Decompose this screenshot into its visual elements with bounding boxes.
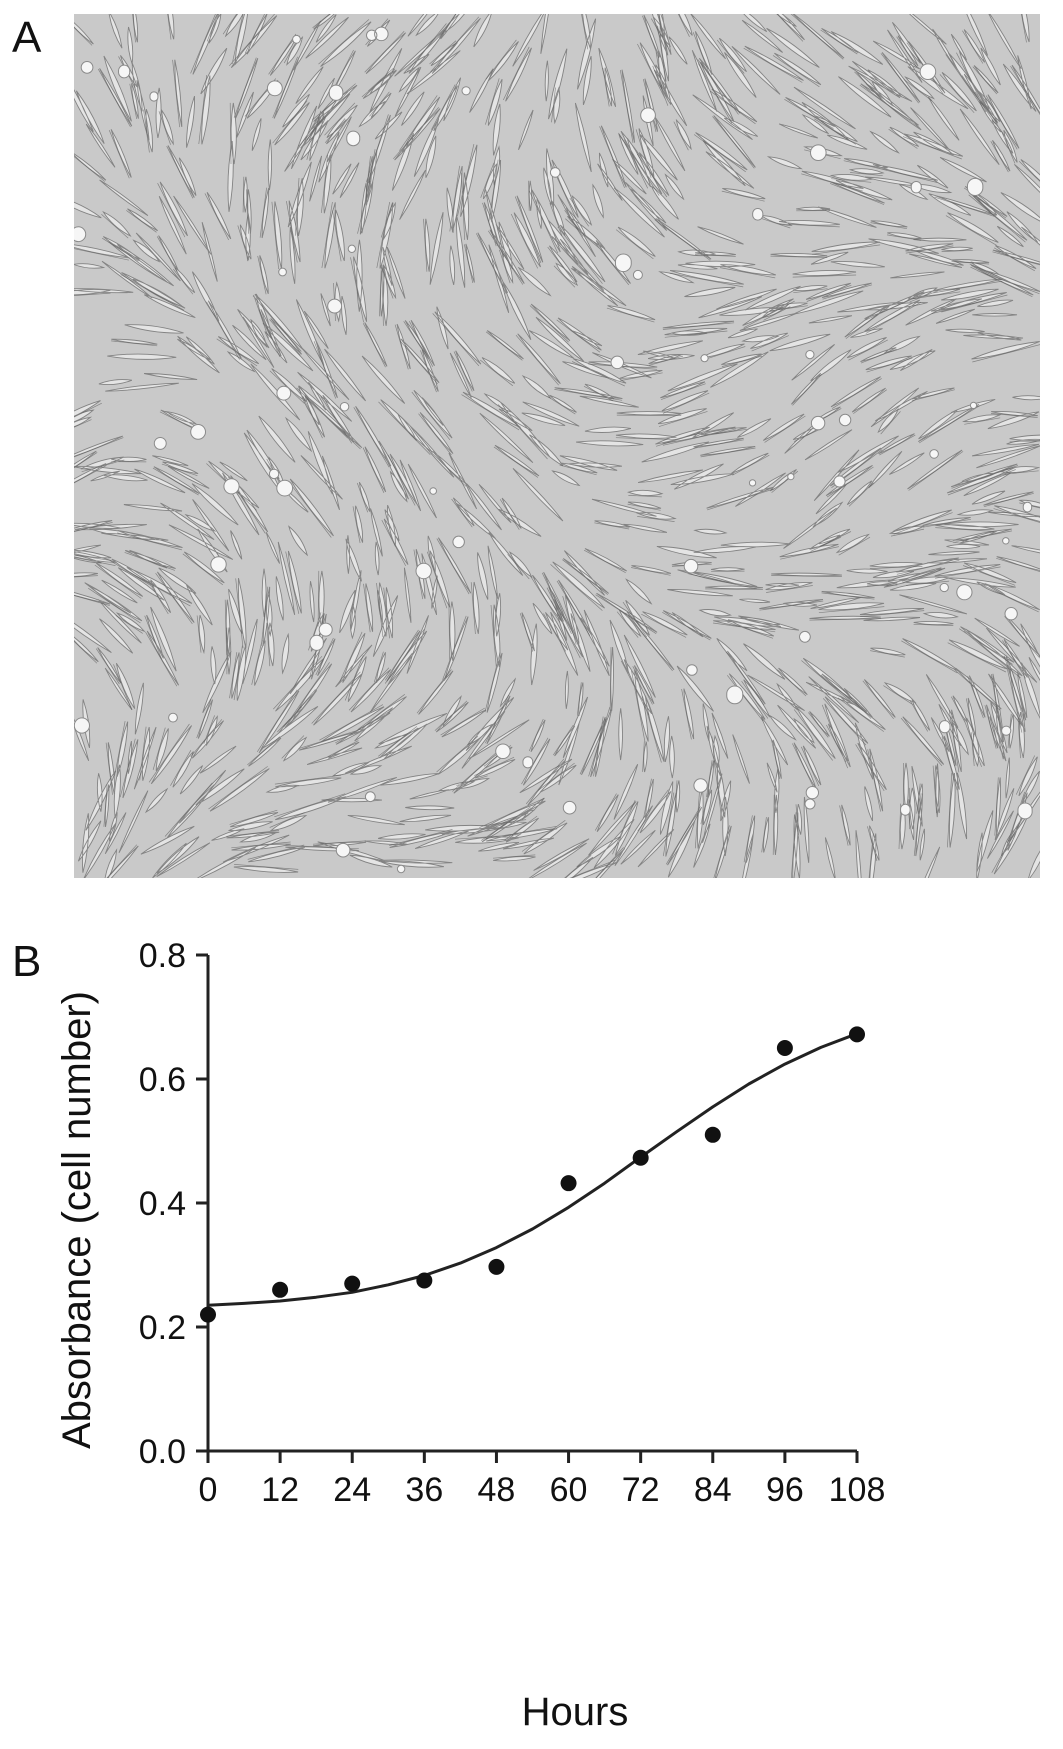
x-tick-label: 36 xyxy=(405,1471,443,1509)
x-tick-label: 48 xyxy=(478,1471,516,1509)
y-tick-label: 0.2 xyxy=(139,1309,186,1347)
data-point xyxy=(849,1026,865,1043)
growth-chart-svg: 0 12 24 36 48 60 72 84 96 108 0.0 0.2 0.4 0.6 0.8 Hour… xyxy=(55,937,886,1734)
chart-ticks: 0 12 24 36 48 60 72 84 96 108 0.0 0.2 0.4 0.6 0.8 xyxy=(139,937,886,1509)
chart-axes xyxy=(206,955,857,1453)
data-point xyxy=(704,1126,721,1143)
data-point xyxy=(416,1272,433,1289)
micrograph-cells xyxy=(74,14,1040,878)
data-point xyxy=(632,1149,649,1166)
y-tick-label: 0.0 xyxy=(139,1433,186,1471)
micrograph-svg xyxy=(74,14,1040,878)
cell-bodies xyxy=(74,14,1040,878)
y-tick-label: 0.8 xyxy=(139,937,186,975)
y-tick-label: 0.4 xyxy=(139,1185,186,1223)
data-point xyxy=(272,1281,289,1298)
panel-b-label: B xyxy=(12,937,42,986)
cell-edges xyxy=(74,14,1040,878)
data-point xyxy=(200,1306,216,1323)
chart-points xyxy=(200,1026,865,1323)
x-tick-label: 60 xyxy=(550,1471,588,1509)
growth-chart: 0 12 24 36 48 60 72 84 96 108 0.0 0.2 0.4 0.6 0.8 Hour… xyxy=(0,920,1063,1749)
x-tick-label: 0 xyxy=(199,1471,218,1509)
x-tick-label: 24 xyxy=(333,1471,371,1509)
data-point xyxy=(560,1175,577,1192)
data-point xyxy=(776,1040,793,1056)
x-tick-label: 108 xyxy=(829,1471,886,1509)
cell-micrograph-image xyxy=(74,14,1040,878)
y-axis-label: Absorbance (cell number) xyxy=(55,991,99,1449)
y-tick-label: 0.6 xyxy=(139,1061,186,1099)
x-tick-label: 96 xyxy=(766,1471,804,1509)
x-tick-label: 12 xyxy=(261,1471,299,1509)
chart-fit xyxy=(207,1032,858,1307)
fit-curve xyxy=(207,1032,858,1307)
x-axis-label: Hours xyxy=(522,1690,629,1734)
panel-a-label: A xyxy=(12,13,42,62)
x-tick-label: 84 xyxy=(694,1471,732,1509)
rounded-cells xyxy=(74,26,1033,874)
data-point xyxy=(344,1275,361,1292)
x-tick-label: 72 xyxy=(622,1471,660,1509)
data-point xyxy=(488,1258,505,1275)
